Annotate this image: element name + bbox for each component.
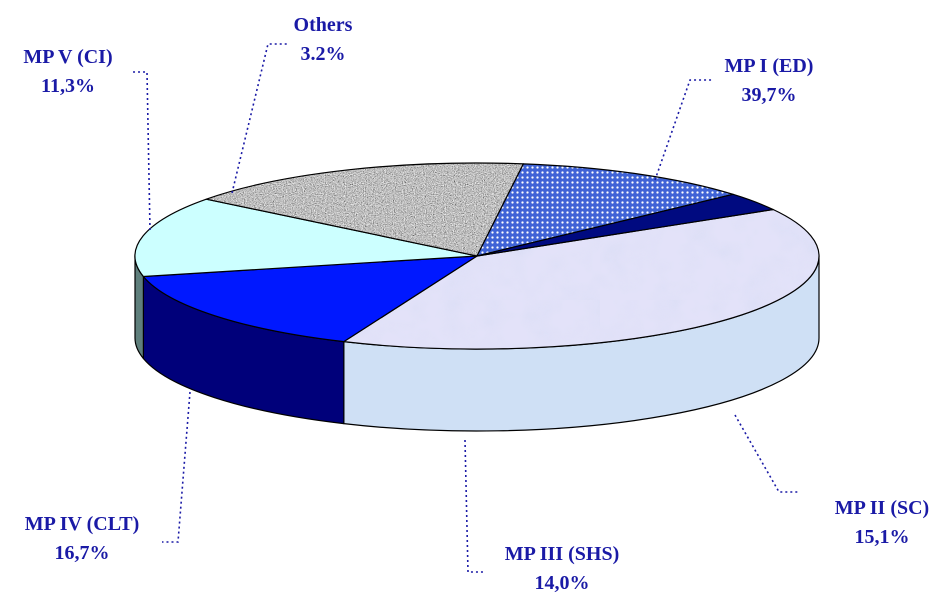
- leader-line-4: [133, 71, 151, 231]
- leader-line-0: [654, 79, 712, 181]
- slice-value-3: 16,7%: [55, 542, 110, 564]
- leader-line-5: [231, 43, 287, 194]
- pie-slice-0: [343, 208, 820, 350]
- slice-value-0: 39,7%: [742, 84, 797, 106]
- slice-label-3: MP IV (CLT): [25, 513, 139, 535]
- slice-value-2: 14,0%: [535, 572, 590, 594]
- pie-slice-3: [205, 162, 525, 257]
- leader-line-2: [464, 439, 485, 573]
- slice-value-5: 3.2%: [301, 43, 346, 65]
- pie-slice-1: [142, 255, 478, 343]
- pie-slice-2: [134, 198, 478, 278]
- slice-label-2: MP III (SHS): [505, 543, 619, 565]
- slice-label-0: MP I (ED): [725, 55, 814, 77]
- slice-label-5: Others: [294, 14, 353, 36]
- leader-line-1: [734, 414, 800, 493]
- leader-line-3: [162, 391, 191, 543]
- slice-label-4: MP V (CI): [23, 46, 112, 68]
- slice-value-4: 11,3%: [41, 75, 95, 97]
- slice-label-1: MP II (SC): [835, 497, 929, 519]
- slice-value-1: 15,1%: [855, 526, 910, 548]
- pie-slice-4: [476, 163, 734, 257]
- pie-slice-5: [476, 193, 774, 257]
